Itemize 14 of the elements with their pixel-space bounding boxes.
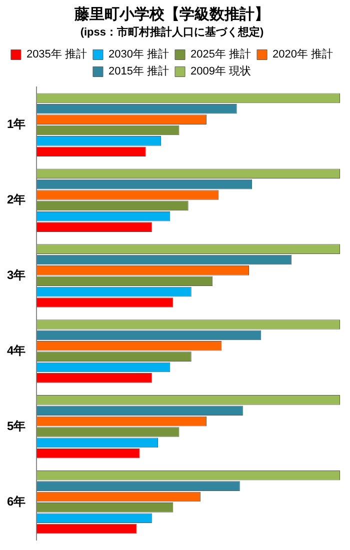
legend-label: 2035年 推計 xyxy=(26,48,87,61)
legend-label: 2025年 推計 xyxy=(190,48,252,61)
legend-label: 2030年 推計 xyxy=(108,48,170,61)
y-tick-label: 2年 xyxy=(6,192,26,207)
legend-label: 2009年 現状 xyxy=(190,66,252,78)
legend-label: 2015年 推計 xyxy=(108,64,170,78)
chart-title: 藤里町小学校【学級数推計】 xyxy=(74,6,270,24)
y-tick-label: 4年 xyxy=(6,344,26,358)
legend-label: 2020年 推計 xyxy=(272,48,334,61)
chart-subtitle: (ipss：市町村推計人口に基づく想定) xyxy=(80,26,264,39)
y-tick-label: 3年 xyxy=(6,268,26,282)
y-tick-label: 5年 xyxy=(6,418,26,433)
y-tick-label: 6年 xyxy=(6,494,26,508)
y-tick-label: 1年 xyxy=(6,117,26,132)
